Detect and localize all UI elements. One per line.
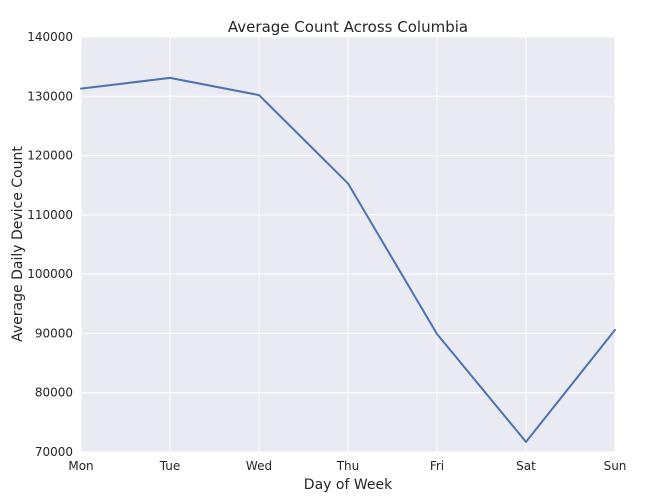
- y-tick-label-110000: 110000: [27, 208, 73, 222]
- y-tick-label-100000: 100000: [27, 267, 73, 281]
- x-tick-labels: Mon Tue Wed Thu Fri Sat Sun: [68, 459, 626, 473]
- x-tick-label-fri: Fri: [430, 459, 444, 473]
- y-tick-label-90000: 90000: [35, 326, 73, 340]
- x-tick-label-mon: Mon: [68, 459, 93, 473]
- y-tick-label-70000: 70000: [35, 445, 73, 459]
- x-tick-label-tue: Tue: [159, 459, 181, 473]
- y-axis-label: Average Daily Device Count: [10, 146, 26, 342]
- y-tick-label-80000: 80000: [35, 386, 73, 400]
- y-tick-labels: 70000 80000 90000 100000 110000 120000 130000 1…: [27, 30, 73, 459]
- y-tick-label-130000: 130000: [27, 89, 73, 103]
- series-layer: [80, 76, 616, 443]
- y-tick-label-120000: 120000: [27, 149, 73, 163]
- y-tick-label-140000: 140000: [27, 30, 73, 44]
- x-tick-label-wed: Wed: [246, 459, 272, 473]
- series-line-0: [80, 76, 616, 443]
- x-tick-label-sat: Sat: [516, 459, 536, 473]
- x-tick-label-sun: Sun: [604, 459, 627, 473]
- vertical-gridlines: [80, 37, 616, 452]
- chart-title: Average Count Across Columbia: [228, 18, 468, 36]
- horizontal-gridlines: [81, 36, 615, 453]
- x-tick-label-thu: Thu: [336, 459, 360, 473]
- x-axis-label: Day of Week: [304, 477, 393, 493]
